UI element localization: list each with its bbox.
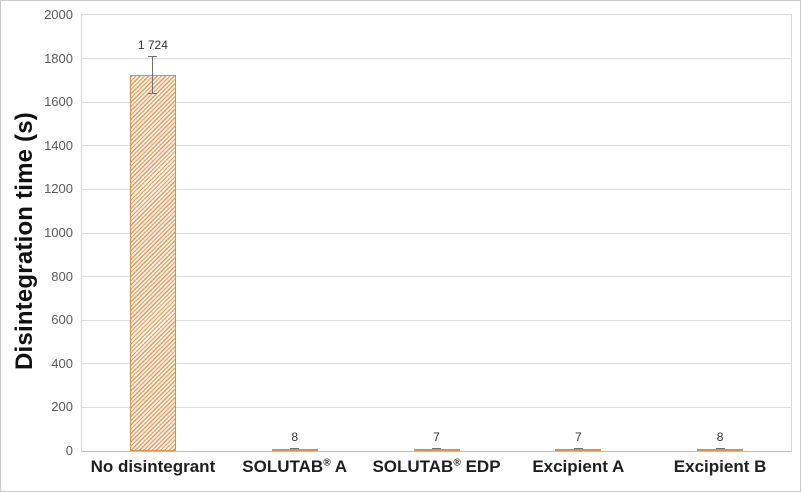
gridline [82, 406, 791, 408]
y-axis-tick-label: 800 [51, 268, 73, 284]
gridline [82, 276, 791, 278]
y-axis-tick-label: 200 [51, 399, 73, 415]
y-axis-tick-label: 600 [51, 312, 73, 328]
error-bar-cap-bottom [432, 448, 441, 450]
gridline [82, 188, 791, 190]
bar-1 [271, 449, 318, 451]
bar-2 [413, 449, 460, 451]
gridline [82, 319, 791, 321]
gridline [82, 145, 791, 147]
error-bar-cap-top [432, 447, 441, 449]
x-axis-category-labels: No disintegrant SOLUTAB® A SOLUTAB® EDP Exc… [82, 457, 791, 477]
bar-3 [555, 449, 602, 451]
y-axis-tick-label: 1800 [44, 50, 73, 66]
error-bar-cap-top [290, 447, 300, 449]
y-axis-tick-label: 1200 [44, 181, 73, 197]
data-label: 7 [433, 429, 440, 444]
category-label-0: No disintegrant [90, 457, 216, 476]
gridline [82, 101, 791, 103]
y-axis-tick-label: 1600 [44, 94, 73, 110]
data-label: 1 724 [137, 37, 168, 52]
y-axis-tick-labels: 0 200 400 600 800 1000 1200 1400 1600 1800 2000 [1, 7, 73, 458]
bar-4 [697, 449, 744, 451]
category-label-2: SOLUTAB® EDP [372, 457, 501, 476]
category-label-1: SOLUTAB® A [242, 457, 348, 476]
plot-area: 1 724 8 7 7 8 [81, 14, 792, 452]
data-label: 8 [716, 429, 724, 444]
error-bar-cap-bottom [715, 448, 725, 450]
y-axis-tick-label: 2000 [44, 7, 73, 22]
y-axis-tick-label: 0 [65, 443, 73, 458]
y-axis-tick-label: 400 [51, 355, 73, 371]
error-bar-line [152, 56, 154, 94]
category-label-4: Excipient B [673, 457, 767, 476]
error-bar-cap-top [573, 447, 583, 449]
category-label-3: Excipient A [532, 457, 625, 476]
error-bar-cap-bottom [573, 448, 583, 450]
error-bar-cap-bottom [148, 92, 158, 94]
gridline [82, 232, 791, 234]
bar-0 [129, 75, 176, 451]
data-label: 8 [291, 429, 299, 444]
error-bar-cap-top [148, 55, 158, 57]
error-bar-cap-bottom [290, 448, 300, 450]
gridline [82, 363, 791, 365]
gridline [82, 58, 791, 60]
y-axis-tick-label: 1000 [44, 225, 73, 240]
data-label: 7 [574, 429, 582, 444]
error-bar-cap-top [715, 447, 725, 449]
y-axis-tick-label: 1400 [44, 137, 73, 153]
